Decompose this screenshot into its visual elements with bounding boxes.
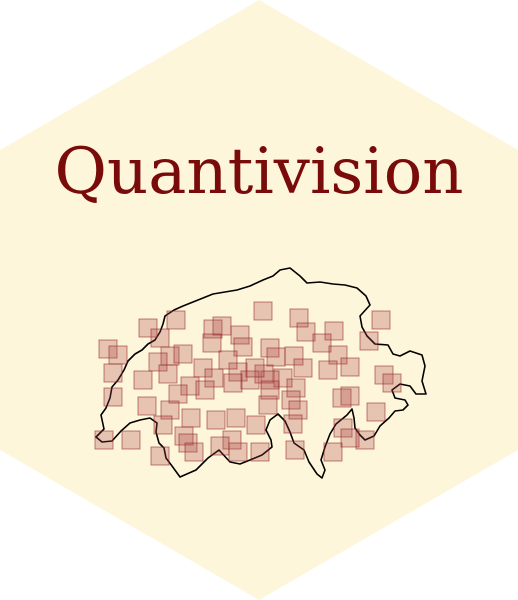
data-marker [181,408,201,428]
data-marker [312,333,332,353]
data-marker [281,390,301,410]
data-marker [253,301,273,321]
data-marker [212,316,232,336]
data-marker [340,428,360,448]
data-marker [296,322,316,342]
data-marker [258,395,278,415]
data-marker [94,430,114,450]
data-marker [230,325,250,345]
data-marker [222,430,242,450]
data-marker [202,333,222,353]
data-marker [382,373,402,393]
data-marker [340,386,360,406]
data-marker [98,339,118,359]
data-marker [246,415,266,435]
data-marker [210,436,230,456]
data-marker [206,410,226,430]
data-marker [158,364,178,384]
data-marker [250,442,270,462]
data-markers [94,301,402,466]
data-marker [285,440,305,460]
data-marker [223,373,243,393]
data-marker [160,400,180,420]
data-marker [323,442,343,462]
data-marker [371,310,391,330]
data-marker [153,415,173,435]
data-marker [333,418,353,438]
logo-title: Quantivision [54,135,464,209]
data-marker [195,380,215,400]
data-marker [226,408,246,428]
data-marker [374,365,394,385]
switzerland-map-icon [94,267,427,479]
data-marker [340,357,360,377]
data-marker [355,430,375,450]
data-marker [150,446,170,466]
data-marker [233,337,253,357]
data-marker [150,328,170,348]
data-marker [260,370,280,390]
data-marker [137,396,157,416]
data-marker [328,345,348,365]
data-marker [218,350,238,370]
data-marker [245,358,265,378]
data-marker [166,310,186,330]
data-marker [193,358,213,378]
data-marker [283,414,303,434]
data-marker [184,442,204,462]
data-marker [266,347,286,367]
data-marker [103,363,123,383]
country-outline [95,267,427,479]
data-marker [366,402,386,422]
data-marker [173,344,193,364]
data-marker [180,376,200,396]
data-marker [324,321,344,341]
data-marker [148,352,168,372]
data-marker [133,370,153,390]
data-marker [359,331,379,351]
data-marker [121,430,141,450]
data-marker [228,442,248,462]
data-marker [293,358,313,378]
data-marker [168,384,188,404]
data-marker [108,345,128,365]
data-marker [138,318,158,338]
data-marker [332,388,352,408]
data-marker [103,387,123,407]
data-marker [318,360,338,380]
data-marker [260,380,280,400]
